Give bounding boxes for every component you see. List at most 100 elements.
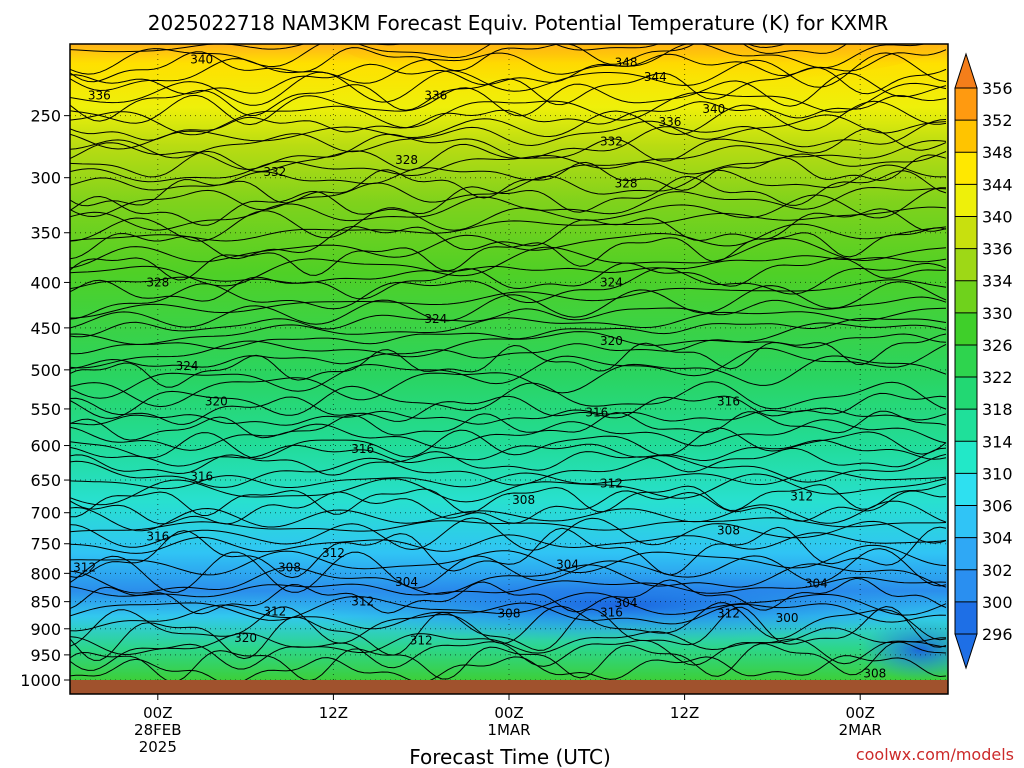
contour-label: 332 (263, 165, 286, 179)
colorbar-label: 330 (982, 304, 1013, 323)
contour-label: 328 (146, 275, 169, 289)
contour-label: 324 (600, 275, 623, 289)
contour-line (70, 114, 947, 159)
contour-line (70, 641, 947, 680)
contour-label: 300 (776, 611, 799, 625)
contour-line (70, 563, 947, 595)
contour-line (70, 576, 947, 598)
contour-line (70, 281, 947, 329)
contour-label: 312 (322, 546, 345, 560)
y-axis: 250 300 350 400 450 500 550 600 650 700 750 800 850 9… (20, 107, 70, 690)
contour-label: 316 (600, 606, 623, 620)
contour-label: 316 (585, 406, 608, 420)
contour-label: 348 (615, 55, 638, 69)
contour-line (70, 343, 947, 399)
colorbar-swatch (955, 441, 977, 474)
y-tick-label: 750 (30, 535, 61, 554)
contour-line (70, 526, 947, 579)
colorbar-label: 352 (982, 111, 1013, 130)
colorbar-swatch (955, 312, 977, 346)
contour-line (70, 262, 947, 320)
x-tick-label: 00Z (846, 704, 875, 722)
y-tick-label: 900 (30, 620, 61, 639)
contour-line (70, 187, 946, 242)
contour-line (70, 577, 947, 615)
contour-line (70, 170, 947, 226)
contour-label: 312 (73, 561, 96, 575)
colorbar-label: 348 (982, 143, 1013, 162)
contour-label: 324 (176, 359, 199, 373)
contour-line (70, 544, 947, 576)
colorbar-label: 296 (982, 625, 1013, 644)
y-tick-label: 550 (30, 400, 61, 419)
x-tick-label: 12Z (319, 704, 348, 722)
contour-label: 344 (644, 70, 667, 84)
y-tick-label: 500 (30, 361, 61, 380)
contour-line (70, 407, 947, 426)
contour-line (70, 128, 947, 178)
colorbar-swatch (955, 184, 977, 217)
y-tick-label: 400 (30, 273, 61, 292)
contour-line (70, 548, 947, 593)
contour-label: 328 (615, 176, 638, 190)
y-tick-label: 1000 (20, 671, 61, 690)
contour-label: 320 (234, 631, 257, 645)
plot-area: 340 348 344 336 336 340 336 332 328 332 328 328 324 3… (70, 44, 948, 680)
contour-line (70, 392, 947, 425)
contour-line (70, 255, 947, 290)
x-tick-label: 12Z (670, 704, 699, 722)
contour-label: 316 (190, 470, 213, 484)
x-tick-label: 2025 (139, 738, 177, 756)
contour-line (70, 186, 947, 231)
x-tick-label: 28FEB (134, 721, 181, 739)
contour-label: 308 (278, 561, 301, 575)
contour-line (70, 66, 947, 122)
contour-label: 332 (600, 134, 623, 148)
contour-label: 312 (790, 490, 813, 504)
x-tick-label: 2MAR (839, 721, 882, 739)
colorbar-label: 306 (982, 497, 1013, 516)
contour-label: 308 (512, 493, 535, 507)
contour-label: 308 (717, 523, 740, 537)
colorbar: 356 352 348 344 340 336 334 330 326 322 318 314 310 3… (954, 52, 1013, 670)
contour-label: 308 (498, 607, 521, 621)
contour-line (70, 44, 946, 75)
contour-label: 304 (556, 558, 579, 572)
y-tick-label: 450 (30, 319, 61, 338)
colorbar-top-arrow (954, 52, 978, 89)
colorbar-label: 326 (982, 336, 1013, 355)
credit-text: coolwx.com/models (856, 745, 1014, 764)
contour-label: 304 (805, 577, 828, 591)
colorbar-label: 322 (982, 368, 1013, 387)
contour-line (70, 206, 947, 242)
colorbar-swatch (955, 473, 977, 507)
colorbar-swatch (955, 569, 977, 603)
contour-label: 320 (600, 334, 623, 348)
colorbar-swatch (955, 152, 977, 185)
contour-label: 316 (146, 529, 169, 543)
colorbar-swatch (955, 248, 977, 282)
y-tick-label: 850 (30, 593, 61, 612)
contour-line (70, 470, 947, 490)
contour-line (70, 602, 947, 647)
y-tick-label: 300 (30, 169, 61, 188)
contour-line (70, 44, 848, 83)
cold-core-low-level (280, 569, 948, 641)
x-tick-label: 00Z (494, 704, 523, 722)
colorbar-swatch (955, 280, 977, 314)
y-tick-label: 650 (30, 471, 61, 490)
y-tick-label: 950 (30, 646, 61, 665)
contour-label: 340 (190, 52, 213, 66)
contour-line (70, 333, 947, 388)
colorbar-swatch (955, 505, 977, 539)
contour-label: 336 (424, 88, 447, 102)
contour-line (70, 453, 947, 488)
contour-label: 320 (205, 394, 228, 408)
contour-line (70, 154, 947, 207)
contour-label: 316 (351, 442, 374, 456)
colorbar-swatch (955, 409, 977, 442)
contour-line (70, 164, 947, 218)
contour-label: 312 (410, 633, 433, 647)
